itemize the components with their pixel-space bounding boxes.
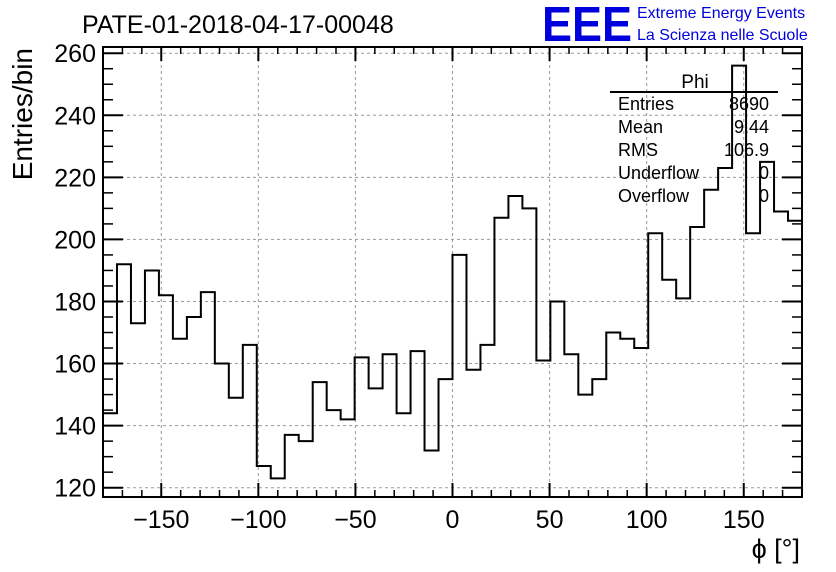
stats-value-entries: 8690 <box>729 94 769 114</box>
stats-title: Phi <box>681 72 708 93</box>
x-tick-label: 150 <box>723 506 765 534</box>
eee-logo: EEE Extreme Energy Events La Scienza nel… <box>542 0 808 52</box>
stats-value-mean: 9.44 <box>734 117 769 137</box>
grid-lines <box>103 47 802 497</box>
y-tick-label: 180 <box>54 288 96 316</box>
stats-label-overflow: Overflow <box>618 186 690 206</box>
y-tick-label: 140 <box>54 413 96 441</box>
y-tick-label: 260 <box>54 40 96 68</box>
y-tick-label: 200 <box>54 226 96 254</box>
y-axis-label: Entries/bin <box>7 48 38 180</box>
y-tick-label: 240 <box>54 102 96 130</box>
logo-mark: EEE <box>542 0 632 52</box>
x-tick-label: −150 <box>133 506 189 534</box>
logo-line-2: La Scienza nelle Scuole <box>637 27 808 44</box>
x-tick-label: −100 <box>230 506 286 534</box>
logo-line-1: Extreme Energy Events <box>637 5 805 22</box>
x-tick-label: −50 <box>334 506 376 534</box>
x-tick-label: 0 <box>446 506 460 534</box>
y-tick-labels: 120 140 160 180 200 220 240 260 <box>54 40 96 502</box>
stats-value-underflow: 0 <box>759 163 769 183</box>
plot-frame <box>102 46 803 498</box>
x-tick-labels: −150 −100 −50 0 50 100 150 <box>133 506 765 534</box>
chart-title: PATE-01-2018-04-17-00048 <box>82 11 394 39</box>
stats-box: Phi Entries 8690 Mean 9.44 RMS 106.9 Und… <box>610 72 778 206</box>
stats-value-rms: 106.9 <box>724 140 769 160</box>
histogram-line <box>103 64 802 480</box>
x-tick-label: 50 <box>536 506 564 534</box>
axis-ticks <box>103 47 802 497</box>
x-axis-label: ϕ [°] <box>752 534 800 564</box>
stats-label-underflow: Underflow <box>618 163 700 183</box>
stats-value-overflow: 0 <box>759 186 769 206</box>
stats-label-entries: Entries <box>618 94 674 114</box>
stats-label-rms: RMS <box>618 140 658 160</box>
x-tick-label: 100 <box>626 506 668 534</box>
y-tick-label: 160 <box>54 351 96 379</box>
y-tick-label: 120 <box>54 475 96 503</box>
y-tick-label: 220 <box>54 164 96 192</box>
stats-label-mean: Mean <box>618 117 663 137</box>
